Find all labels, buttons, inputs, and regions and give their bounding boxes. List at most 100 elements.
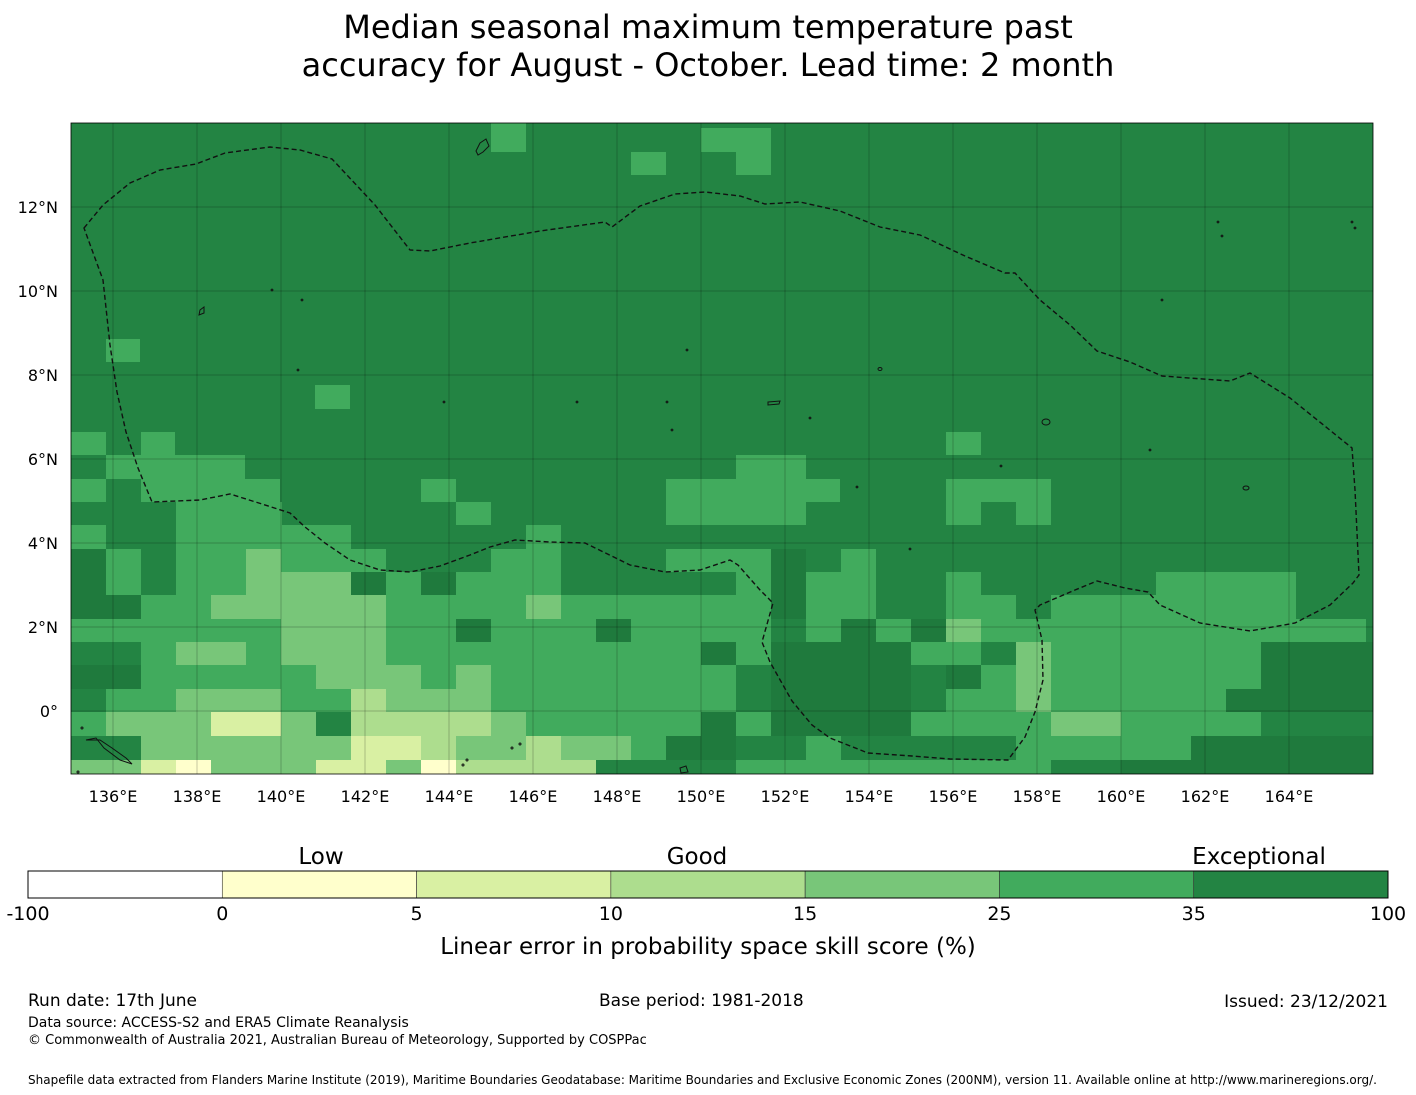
skill-cell xyxy=(315,385,350,409)
skill-cell xyxy=(106,572,141,595)
skill-cell xyxy=(71,712,106,736)
skill-cell xyxy=(281,595,386,619)
skill-cell xyxy=(1191,736,1373,760)
colorbar-swatch xyxy=(416,870,612,899)
skill-cell xyxy=(176,525,351,549)
colorbar-tick-label: 25 xyxy=(987,903,1011,925)
skill-cell xyxy=(281,549,386,572)
skill-cell xyxy=(736,760,1051,774)
colorbar-tick-label: 5 xyxy=(411,903,423,925)
skill-cell xyxy=(631,736,666,760)
lat-tick-label: 10°N xyxy=(18,282,58,301)
skill-cell xyxy=(946,572,981,595)
lat-tick-label: 2°N xyxy=(28,618,58,637)
skill-cell xyxy=(876,619,911,642)
colorbar: -100 0 5 10 15 25 35 100 Low Good Exceptional L… xyxy=(6,844,1406,960)
skill-cell xyxy=(491,549,526,572)
skill-cell xyxy=(281,689,351,712)
colorbar-swatch xyxy=(804,870,1000,899)
skill-cell xyxy=(491,619,597,642)
skill-cell xyxy=(421,665,456,689)
skill-cell xyxy=(1051,689,1226,712)
skill-cell xyxy=(71,432,106,455)
skill-cell xyxy=(1051,619,1366,642)
skill-cell xyxy=(666,479,840,502)
skill-cell xyxy=(211,760,316,774)
skill-cell xyxy=(981,619,1051,642)
skill-cell xyxy=(456,760,596,774)
lon-tick-label: 138°E xyxy=(173,787,222,806)
issued-date: Issued: 23/12/2021 xyxy=(1224,992,1388,1012)
lon-tick-label: 144°E xyxy=(425,787,474,806)
skill-cell xyxy=(1156,572,1296,595)
skill-cell xyxy=(1016,665,1051,689)
skill-cell xyxy=(71,549,106,595)
skill-cell xyxy=(666,736,736,760)
skill-cell xyxy=(946,619,981,642)
skill-cell xyxy=(526,549,561,572)
skill-cell xyxy=(456,736,526,760)
lon-tick-label: 154°E xyxy=(845,787,894,806)
skill-cell xyxy=(666,549,772,572)
skill-cell xyxy=(736,455,806,479)
skill-cell xyxy=(1016,689,1051,712)
skill-cell xyxy=(701,642,736,665)
skill-cell xyxy=(141,760,176,774)
map-panel xyxy=(70,122,1374,775)
skill-cell xyxy=(106,549,141,572)
skill-cell xyxy=(176,642,246,665)
colorbar-swatch xyxy=(1193,870,1389,899)
skill-cell xyxy=(71,760,141,774)
lon-tick-label: 148°E xyxy=(593,787,642,806)
colorbar-tick-label: 100 xyxy=(1370,903,1406,925)
skill-cell xyxy=(246,572,281,595)
skill-cell xyxy=(736,642,771,665)
skill-cell xyxy=(561,736,631,760)
skill-cell xyxy=(561,595,771,619)
skill-cell xyxy=(351,689,386,712)
skill-cell xyxy=(1016,642,1051,665)
data-source: Data source: ACCESS-S2 and ERA5 Climate … xyxy=(28,1015,409,1031)
colorbar-swatches xyxy=(27,870,1389,899)
skill-cell xyxy=(386,619,456,642)
skill-cell xyxy=(386,760,421,774)
skill-cell xyxy=(1051,642,1261,665)
skill-cell xyxy=(1261,642,1373,689)
eez-boundary-west xyxy=(83,146,1360,761)
skill-cell xyxy=(1226,689,1373,712)
skill-cell xyxy=(421,479,456,502)
skill-cell xyxy=(386,572,421,595)
skill-cell xyxy=(736,712,771,736)
skill-cell xyxy=(141,665,316,689)
skill-cell xyxy=(701,128,771,152)
skill-cell xyxy=(771,642,911,736)
skill-cell xyxy=(351,736,421,760)
skill-cell xyxy=(281,619,386,642)
skill-cell xyxy=(71,525,106,549)
skill-cell xyxy=(1016,502,1051,525)
longitude-tick-labels: 136°E 138°E 140°E 142°E 144°E 146°E 148°E 150°E… xyxy=(89,787,1314,806)
skill-cell xyxy=(1051,665,1261,689)
colorbar-tick-labels: -100 0 5 10 15 25 35 100 xyxy=(6,903,1406,925)
lon-tick-label: 156°E xyxy=(929,787,978,806)
map-title: Median seasonal maximum temperature past… xyxy=(0,8,1416,84)
lon-tick-label: 160°E xyxy=(1097,787,1146,806)
skill-cell xyxy=(526,736,561,760)
skill-cell xyxy=(316,760,386,774)
skill-cell xyxy=(946,595,1016,619)
skill-cell xyxy=(1121,712,1261,736)
skill-cell xyxy=(176,549,246,572)
colorbar-tick-label: 0 xyxy=(216,903,228,925)
colorbar-tick-label: -100 xyxy=(6,903,49,925)
islands xyxy=(76,138,1357,774)
skill-cell xyxy=(386,642,701,665)
colorbar-tick-label: 35 xyxy=(1182,903,1206,925)
skill-cell xyxy=(281,712,316,736)
skill-cell xyxy=(351,712,491,736)
lon-tick-label: 140°E xyxy=(257,787,306,806)
skill-cell xyxy=(526,595,561,619)
base-period: Base period: 1981-2018 xyxy=(599,991,804,1011)
skill-cell xyxy=(211,712,281,736)
skill-cell xyxy=(771,549,806,619)
skill-cell xyxy=(176,502,282,525)
